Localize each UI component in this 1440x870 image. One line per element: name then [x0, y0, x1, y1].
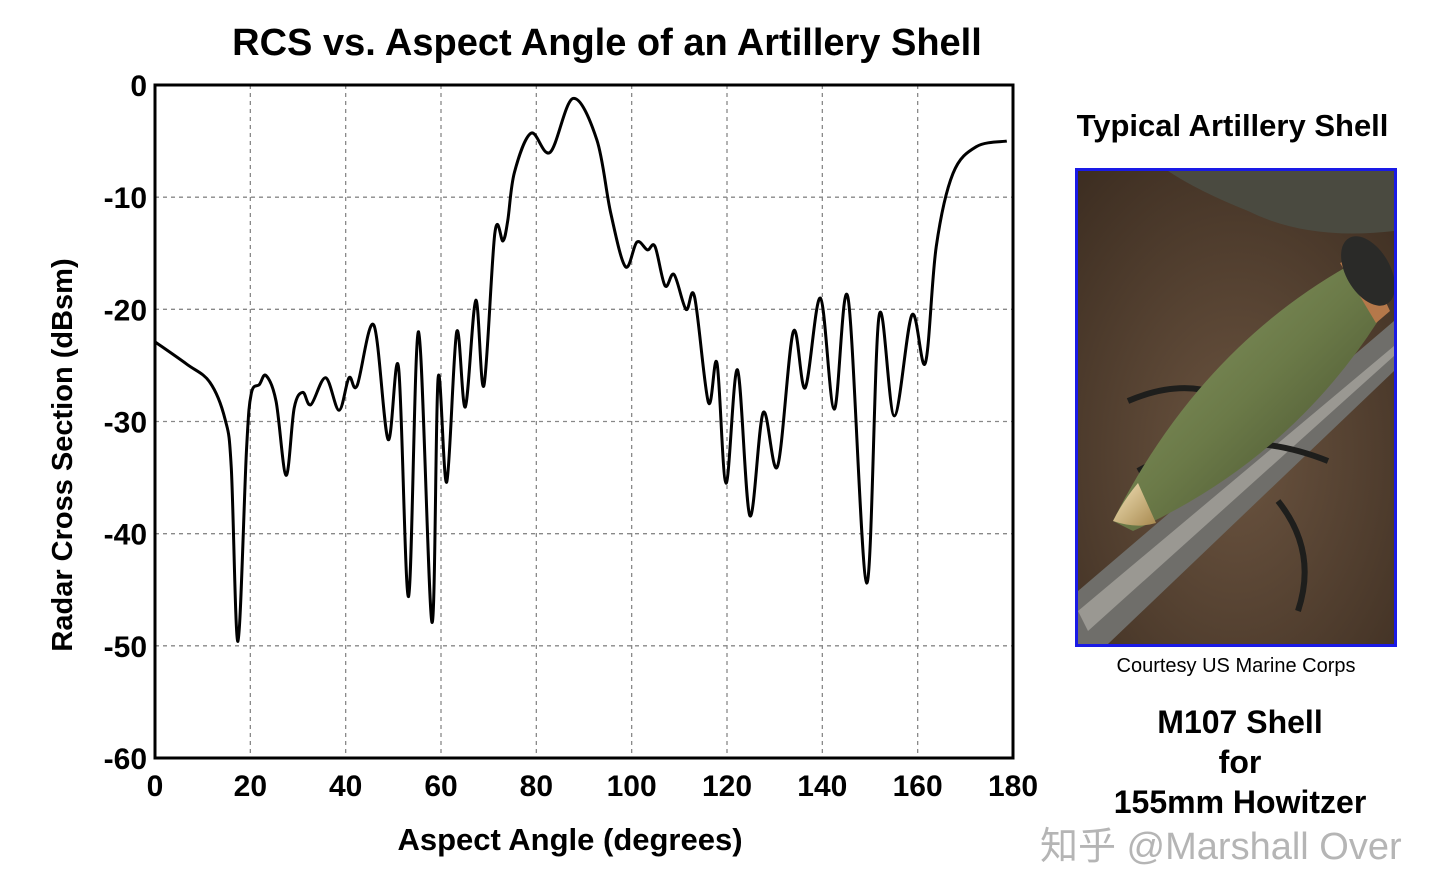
x-tick-label: 120 [702, 770, 752, 803]
y-tick-label: -30 [104, 407, 147, 440]
y-tick-label: -50 [104, 631, 147, 664]
chart-title: RCS vs. Aspect Angle of an Artillery She… [232, 22, 982, 64]
photo-caption: Courtesy US Marine Corps [1116, 655, 1356, 677]
shell-weapon: 155mm Howitzer [1113, 784, 1367, 820]
rcs-series-line [154, 96, 1008, 643]
x-tick-label: 140 [797, 770, 847, 803]
x-tick-label: 20 [234, 770, 267, 803]
y-tick-label: 0 [130, 70, 147, 103]
y-axis-label: Radar Cross Section (dBsm) [47, 258, 79, 651]
x-tick-label: 80 [520, 770, 553, 803]
shell-for: for [1218, 744, 1262, 780]
x-tick-label: 0 [147, 770, 164, 803]
x-axis-label: Aspect Angle (degrees) [397, 822, 742, 857]
shell-name: M107 Shell [1157, 704, 1323, 740]
y-tick-label: -40 [104, 519, 147, 552]
y-tick-label: -20 [104, 294, 147, 327]
watermark: 知乎 @Marshall Over [1040, 826, 1402, 868]
side-heading: Typical Artillery Shell [1076, 108, 1389, 143]
x-tick-label: 60 [424, 770, 457, 803]
x-tick-label: 180 [988, 770, 1038, 803]
plot-frame [153, 83, 1015, 760]
artillery-shell-photo [1075, 168, 1397, 647]
y-tick-label: -10 [104, 182, 147, 215]
x-tick-label: 160 [893, 770, 943, 803]
rcs-chart: RCS vs. Aspect Angle of an Artillery She… [47, 22, 1038, 857]
x-tick-label: 100 [607, 770, 657, 803]
y-tick-label: -60 [104, 743, 147, 776]
grid [155, 85, 1013, 758]
x-tick-labels: 0 20 40 60 80 100 120 140 160 180 [147, 770, 1038, 803]
y-tick-labels: 0 -10 -20 -30 -40 -50 -60 [104, 70, 147, 776]
x-tick-label: 40 [329, 770, 362, 803]
